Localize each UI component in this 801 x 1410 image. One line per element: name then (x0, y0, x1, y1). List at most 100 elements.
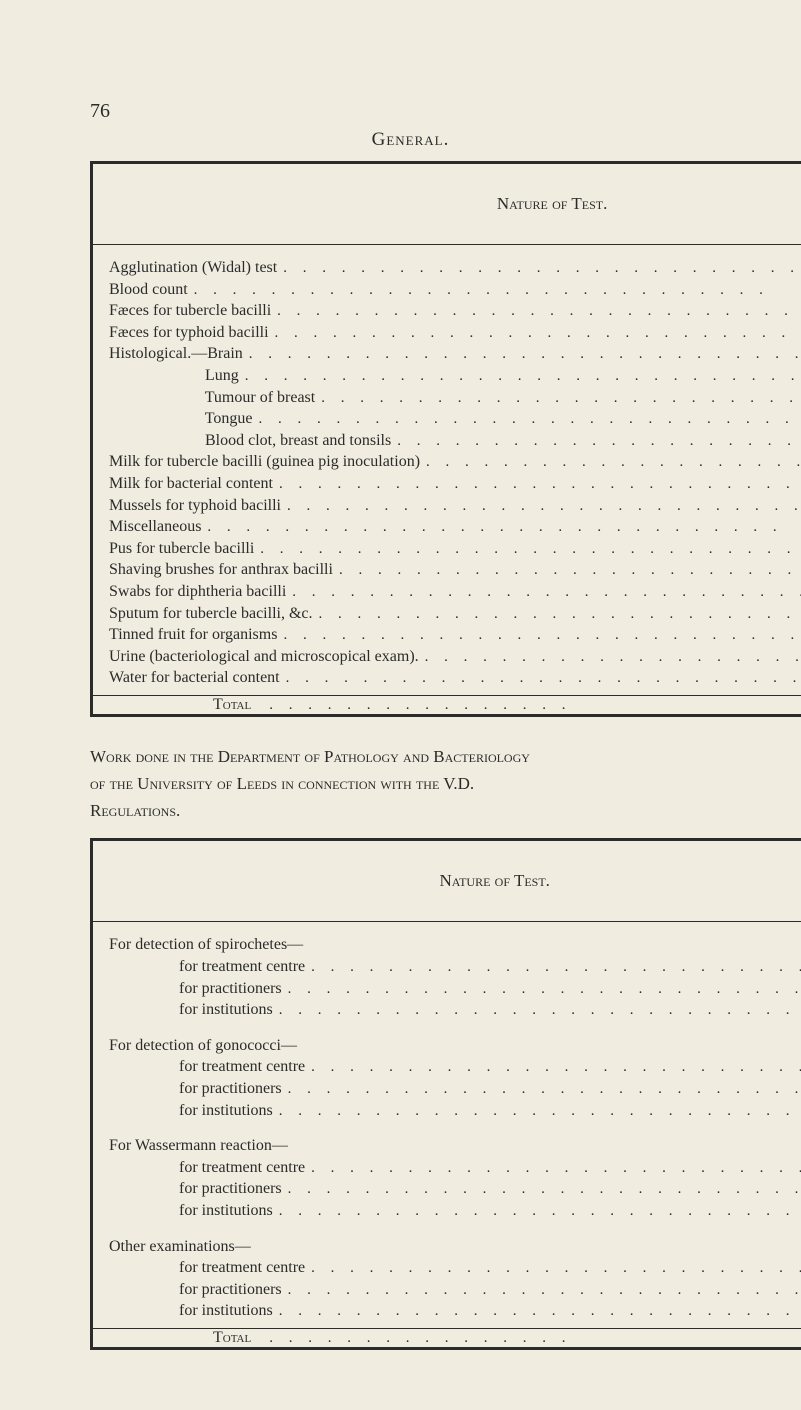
leader-dots: . . . . . . . . . . . . . . . . . . . . … (277, 625, 801, 645)
leader-dots: . . . . . . . . . . . . . . . . . . . . … (271, 301, 801, 321)
row-label: Blood count (109, 279, 188, 301)
table2-total-left: Total . . . . . . . . . . . . . . . . (92, 1328, 801, 1348)
table1-body-left: Agglutination (Widal) test. . . . . . . … (92, 245, 801, 696)
table-row: for institutions. . . . . . . . . . . . … (109, 999, 801, 1021)
table-row: for institutions. . . . . . . . . . . . … (109, 1300, 801, 1322)
table-general: Nature of Test. Number of Tests. Aggluti… (90, 161, 801, 717)
group-head: For detection of spirochetes— (109, 934, 801, 956)
row-label: for institutions (179, 1100, 273, 1122)
leader-dots: . . . . . . . . . . . . . . . . . . . . … (252, 409, 801, 429)
table-row: Milk for tubercle bacilli (guinea pig in… (109, 451, 801, 473)
group-gap (109, 1021, 801, 1035)
row-label: Fæces for typhoid bacilli (109, 322, 269, 344)
row-label: Fæces for tubercle bacilli (109, 300, 271, 322)
row-label: Lung (109, 365, 239, 387)
between-line3: Regulations. (90, 801, 180, 820)
table-vd: Nature of Test. Number of Tests. For det… (90, 838, 801, 1350)
row-label: for treatment centre (179, 1157, 305, 1179)
leader-dots: . . . . . . . . . . . . . . . . . . . . … (282, 979, 801, 999)
table-row: for treatment centre. . . . . . . . . . … (109, 1056, 801, 1078)
leader-dots: . . . . . . . . . . . . . . . . . . . . … (391, 431, 801, 451)
row-label: Water for bacterial content (109, 667, 280, 689)
row-label: Miscellaneous (109, 516, 201, 538)
table-row: for treatment centre. . . . . . . . . . … (109, 956, 801, 978)
leader-dots: . . . . . . . . . . . . . . . . . . . . … (305, 957, 801, 977)
row-label: Swabs for diphtheria bacilli (109, 581, 286, 603)
row-label: for treatment centre (179, 956, 305, 978)
row-label: Blood clot, breast and tonsils (109, 430, 391, 452)
group-gap (109, 1121, 801, 1135)
table2-header-left: Nature of Test. (92, 840, 801, 922)
table-row: Tumour of breast. . . . . . . . . . . . … (109, 387, 801, 409)
leader-dots: . . . . . . . . . . . . . . . . . . . . … (243, 344, 801, 364)
leader-dots: . . . . . . . . . . . . . . . . . . . . … (239, 366, 801, 386)
leader-dots: . . . . . . . . . . . . . . . . . . . . … (188, 280, 801, 300)
page: 76 General. Nature of Test. Number of Te… (0, 0, 801, 1410)
leader-dots: . . . . . . . . . . . . . . . . . . . . … (282, 1280, 801, 1300)
table-row: Sputum for tubercle bacilli, &c.. . . . … (109, 603, 801, 625)
leader-dots: . . . . . . . . . . . . . . . . . . . . … (286, 582, 801, 602)
leader-dots: . . . . . . . . . . . . . . . . . . . . … (254, 539, 801, 559)
table1-header-left: Nature of Test. (92, 163, 801, 245)
group-head: For detection of gonococci— (109, 1035, 801, 1057)
table-row: Pus for tubercle bacilli. . . . . . . . … (109, 538, 801, 560)
table-row: Tongue. . . . . . . . . . . . . . . . . … (109, 408, 801, 430)
row-label: Tinned fruit for organisms (109, 624, 277, 646)
leader-dots: . . . . . . . . . . . . . . . . . . . . … (420, 452, 801, 472)
leader-dots: . . . . . . . . . . . . . . . . . . . . … (305, 1057, 801, 1077)
row-label: Shaving brushes for anthrax bacilli (109, 559, 333, 581)
row-label: Milk for bacterial content (109, 473, 273, 495)
table-row: for institutions. . . . . . . . . . . . … (109, 1100, 801, 1122)
table-row: for treatment centre. . . . . . . . . . … (109, 1257, 801, 1279)
table-row: for treatment centre. . . . . . . . . . … (109, 1157, 801, 1179)
leader-dots: . . . . . . . . . . . . . . . . . . . . … (273, 1301, 801, 1321)
leader-dots: . . . . . . . . . . . . . . . . . . . . … (282, 1179, 801, 1199)
leader-dots: . . . . . . . . . . . . . . . . (263, 697, 801, 714)
section-title-general: General. (90, 129, 731, 151)
table-row: Fæces for typhoid bacilli. . . . . . . .… (109, 322, 801, 344)
table1-total-label: Total (93, 696, 263, 714)
leader-dots: . . . . . . . . . . . . . . . . . . . . … (282, 1079, 801, 1099)
leader-dots: . . . . . . . . . . . . . . . . . . . . … (201, 517, 801, 537)
table-row: Miscellaneous. . . . . . . . . . . . . .… (109, 516, 801, 538)
group-gap (109, 1222, 801, 1236)
between-line2: of the University of Leeds in connection… (90, 774, 474, 793)
table-row: Lung. . . . . . . . . . . . . . . . . . … (109, 365, 801, 387)
row-label: for treatment centre (179, 1257, 305, 1279)
leader-dots: . . . . . . . . . . . . . . . . . . . . … (273, 1201, 801, 1221)
table-row: Milk for bacterial content. . . . . . . … (109, 473, 801, 495)
row-label: Tumour of breast (109, 387, 315, 409)
row-label: Sputum for tubercle bacilli, &c. (109, 603, 313, 625)
row-label: for institutions (179, 999, 273, 1021)
table-row: Shaving brushes for anthrax bacilli. . .… (109, 559, 801, 581)
group-head: Other examinations— (109, 1236, 801, 1258)
table-row: Urine (bacteriological and microscopical… (109, 646, 801, 668)
table-row: Blood count. . . . . . . . . . . . . . .… (109, 279, 801, 301)
table-row: Blood clot, breast and tonsils. . . . . … (109, 430, 801, 452)
row-label: for institutions (179, 1300, 273, 1322)
leader-dots: . . . . . . . . . . . . . . . . . . . . … (313, 604, 801, 624)
table2-total-label: Total (93, 1329, 263, 1347)
table-row: Water for bacterial content. . . . . . .… (109, 667, 801, 689)
row-label: Histological.—Brain (109, 343, 243, 365)
row-label: Mussels for typhoid bacilli (109, 495, 281, 517)
group-head: For Wassermann reaction— (109, 1135, 801, 1157)
table-row: for practitioners. . . . . . . . . . . .… (109, 1279, 801, 1301)
leader-dots: . . . . . . . . . . . . . . . . . . . . … (277, 258, 801, 278)
row-label: Urine (bacteriological and microscopical… (109, 646, 419, 668)
row-label: for practitioners (179, 1279, 282, 1301)
leader-dots: . . . . . . . . . . . . . . . . (263, 1330, 801, 1347)
leader-dots: . . . . . . . . . . . . . . . . . . . . … (280, 668, 801, 688)
leader-dots: . . . . . . . . . . . . . . . . . . . . … (333, 560, 801, 580)
leader-dots: . . . . . . . . . . . . . . . . . . . . … (305, 1158, 801, 1178)
row-label: for practitioners (179, 978, 282, 1000)
between-paragraph: Work done in the Department of Pathology… (90, 743, 731, 825)
table-row: for practitioners. . . . . . . . . . . .… (109, 1178, 801, 1200)
between-line1: Work done in the Department of Pathology… (90, 747, 530, 766)
table-row: Fæces for tubercle bacilli. . . . . . . … (109, 300, 801, 322)
row-label: for practitioners (179, 1178, 282, 1200)
row-label: Tongue (109, 408, 252, 430)
table-row: Swabs for diphtheria bacilli. . . . . . … (109, 581, 801, 603)
table1-total-left: Total . . . . . . . . . . . . . . . . (92, 695, 801, 715)
row-label: for treatment centre (179, 1056, 305, 1078)
